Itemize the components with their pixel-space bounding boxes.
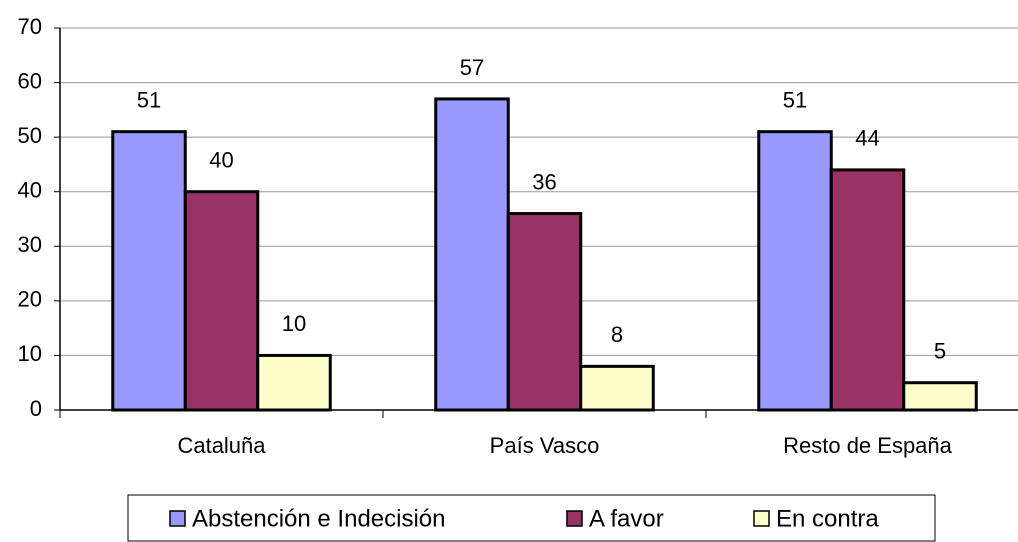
- bar: [183, 190, 260, 412]
- x-tick-label: Resto de España: [783, 433, 953, 458]
- y-tick-label: 10: [18, 341, 42, 366]
- value-label: 57: [460, 55, 484, 80]
- value-label: 51: [137, 87, 161, 112]
- value-label: 40: [209, 148, 233, 173]
- legend-swatch: [753, 510, 770, 527]
- value-label: 10: [282, 311, 306, 336]
- bar: [902, 381, 978, 412]
- value-label: 36: [532, 169, 556, 194]
- x-tick-label: País Vasco: [490, 433, 600, 458]
- x-tick-label: Cataluña: [177, 433, 266, 458]
- legend-label: Abstención e Indecisión: [192, 505, 446, 532]
- legend-label: A favor: [589, 505, 664, 532]
- legend-label: En contra: [776, 505, 879, 532]
- y-tick-label: 70: [18, 14, 42, 39]
- y-tick-label: 60: [18, 68, 42, 93]
- y-tick-label: 20: [18, 287, 42, 312]
- legend-box: [127, 494, 936, 542]
- value-label: 51: [783, 87, 807, 112]
- bar: [111, 130, 187, 412]
- bar: [757, 130, 833, 412]
- value-label: 5: [934, 339, 946, 364]
- y-tick-label: 50: [18, 123, 42, 148]
- bar: [256, 353, 332, 412]
- legend-swatch: [566, 510, 583, 527]
- y-tick-label: 40: [18, 178, 42, 203]
- bar: [434, 97, 510, 412]
- value-label: 44: [855, 126, 879, 151]
- bar: [579, 364, 655, 412]
- y-tick-label: 30: [18, 232, 42, 257]
- value-label: 8: [611, 322, 623, 347]
- y-tick-label: 0: [30, 396, 42, 421]
- legend-swatch: [169, 510, 186, 527]
- bar: [829, 168, 906, 412]
- bar: [506, 212, 583, 412]
